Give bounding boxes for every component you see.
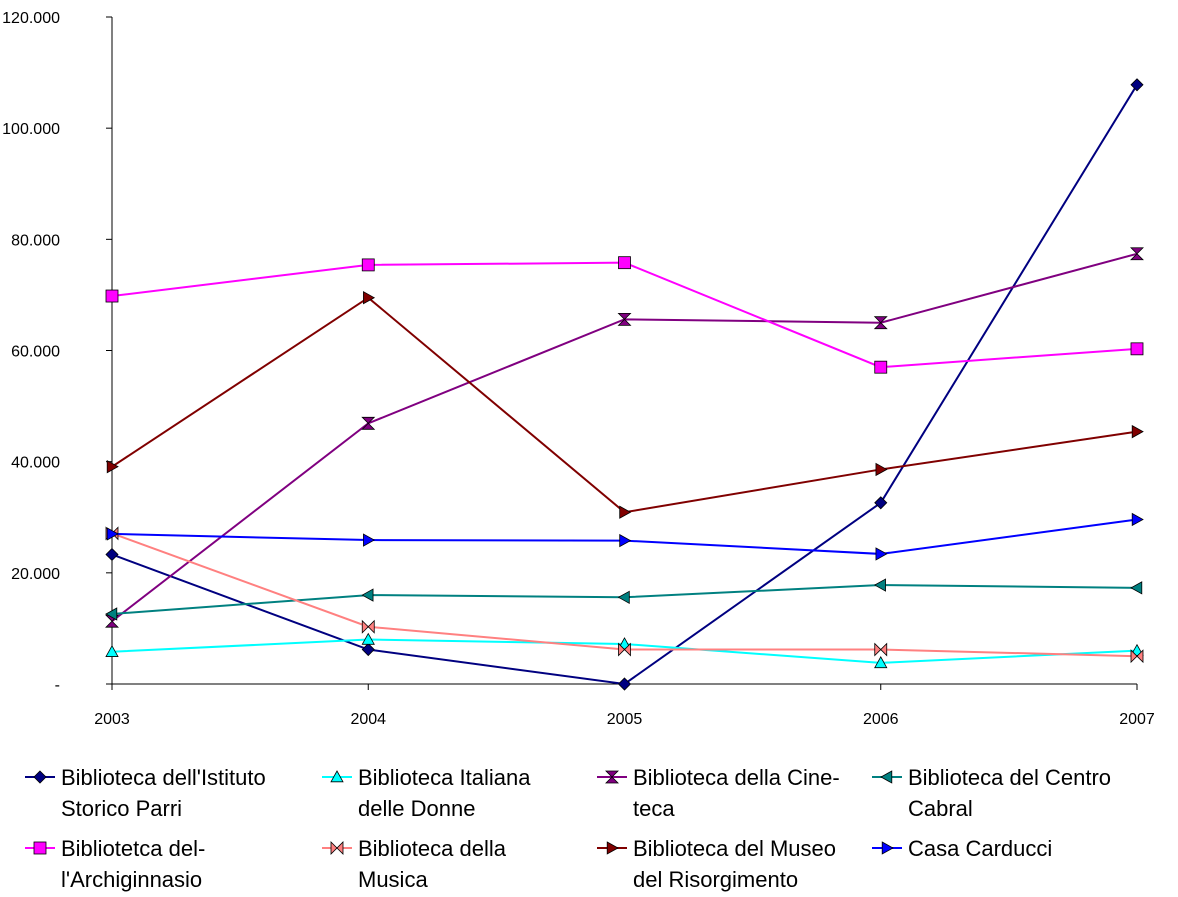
series-1 [105, 632, 1144, 669]
legend-item: Biblioteca del Centro Cabral [872, 765, 1111, 821]
x-tick-label: 2004 [350, 711, 386, 728]
legend-label: l'Archiginnasio [61, 867, 202, 892]
y-tick-label: 80.000 [11, 232, 60, 249]
chart-series [105, 78, 1144, 691]
data-point [105, 607, 118, 621]
legend-label: Biblioteca del Centro [908, 765, 1111, 790]
legend-marker [330, 841, 344, 855]
data-point [106, 527, 119, 541]
legend-marker [881, 841, 894, 855]
series-6 [106, 291, 1144, 519]
y-tick-label: 20.000 [11, 566, 60, 583]
legend-item: Biblioteca della Cine-teca [597, 765, 840, 821]
y-tick-label: 100.000 [2, 121, 60, 138]
series-4 [105, 256, 1144, 374]
x-tick-label: 2007 [1119, 711, 1155, 728]
legend-label: Biblioteca della [358, 836, 507, 861]
data-point [363, 533, 376, 547]
data-point [1130, 342, 1144, 356]
legend-label: Biblioteca dell'Istituto [61, 765, 266, 790]
legend-label: Bibliotetca del- [61, 836, 205, 861]
legend-marker [33, 841, 47, 855]
legend-label: Storico Parri [61, 796, 182, 821]
series-2 [105, 247, 1144, 628]
legend-label: Biblioteca della Cine- [633, 765, 840, 790]
y-tick-label: 60.000 [11, 344, 60, 361]
legend-marker [33, 770, 47, 784]
data-point [617, 312, 632, 326]
data-point [1130, 247, 1144, 261]
series-5 [105, 526, 1144, 664]
data-point [1131, 424, 1144, 439]
data-point [361, 416, 376, 430]
data-point [874, 656, 888, 669]
series-line [111, 252, 1138, 622]
x-tick-label: 2006 [863, 711, 899, 728]
y-tick-label: 120.000 [2, 10, 60, 27]
data-point [361, 642, 375, 657]
data-point [875, 547, 888, 561]
data-point [617, 677, 632, 691]
legend-label: Biblioteca Italiana [358, 765, 531, 790]
series-0 [105, 78, 1144, 691]
legend-label: Casa Carducci [908, 836, 1052, 861]
legend-item: Biblioteca dell'Istituto Storico Parri [25, 765, 266, 821]
data-point [1130, 649, 1144, 664]
y-tick-label: - [55, 677, 60, 694]
data-point [1130, 581, 1143, 595]
data-point [874, 360, 888, 374]
data-point [875, 462, 888, 477]
data-point [361, 258, 375, 272]
data-point [361, 619, 375, 634]
legend-item: Biblioteca Italiana delle Donne [322, 765, 531, 821]
series-line [111, 296, 1138, 514]
data-point [618, 642, 631, 657]
legend-label: delle Donne [358, 796, 475, 821]
y-tick-label: 40.000 [11, 455, 60, 472]
series-3 [105, 578, 1143, 621]
data-point [363, 291, 376, 305]
data-point [105, 644, 119, 657]
data-point [106, 459, 119, 474]
data-point [361, 588, 374, 602]
legend-item: Casa Carducci [872, 836, 1052, 861]
data-point [617, 590, 630, 604]
data-point [1130, 78, 1144, 92]
data-point [619, 505, 632, 519]
x-tick-label: 2005 [607, 711, 643, 728]
data-point [361, 632, 375, 645]
legend-label: Musica [358, 867, 428, 892]
legend-marker [606, 841, 619, 855]
data-point [105, 289, 119, 303]
legend-item: Bibliotetca del-l'Archiginnasio [25, 836, 205, 892]
chart-axes: - 20.000 40.000 60.000 80.000 100.000 120.000 2… [2, 10, 1155, 728]
legend-marker [605, 770, 619, 784]
legend-marker [880, 770, 893, 784]
data-point [873, 316, 888, 330]
data-point [619, 533, 632, 548]
x-tick-label: 2003 [94, 711, 130, 728]
data-point [874, 496, 888, 510]
data-point [105, 547, 119, 562]
legend-marker [330, 770, 344, 783]
legend-label: del Risorgimento [633, 867, 798, 892]
data-point [1131, 512, 1144, 527]
data-point [873, 578, 886, 592]
series-line [111, 518, 1138, 555]
data-point [618, 256, 631, 270]
legend-label: teca [633, 796, 675, 821]
legend-label: Cabral [908, 796, 973, 821]
legend-item: Biblioteca della Musica [322, 836, 507, 892]
data-point [874, 642, 888, 657]
legend-item: Biblioteca del Museo del Risorgimento [597, 836, 836, 892]
legend-label: Biblioteca del Museo [633, 836, 836, 861]
series-7 [106, 512, 1144, 561]
